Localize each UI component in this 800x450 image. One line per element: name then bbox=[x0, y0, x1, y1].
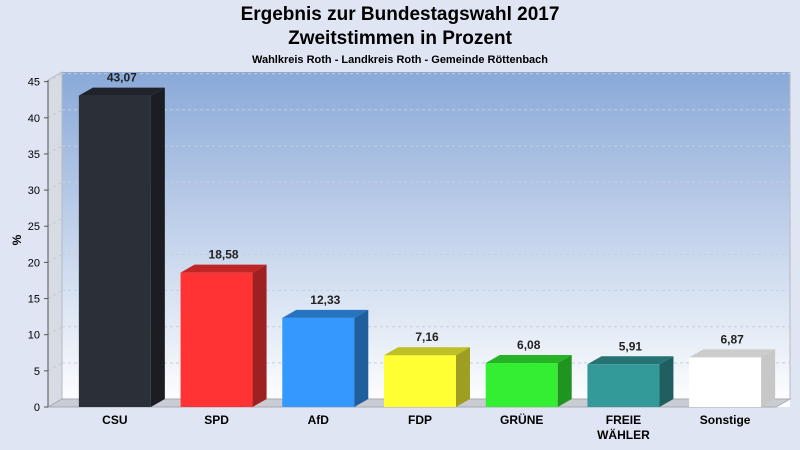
y-tick-label: 20 bbox=[28, 257, 40, 269]
x-tick-label: WÄHLER bbox=[597, 427, 650, 442]
y-tick-label: 40 bbox=[28, 113, 40, 125]
bar-front bbox=[485, 363, 558, 407]
value-label: 12,33 bbox=[310, 293, 340, 307]
x-tick-label: CSU bbox=[102, 413, 127, 427]
grid-line-side bbox=[47, 362, 63, 372]
value-label: 5,91 bbox=[619, 339, 643, 353]
bar bbox=[384, 347, 470, 407]
value-label: 18,58 bbox=[209, 248, 239, 262]
grid-line-side bbox=[47, 290, 63, 299]
grid-line-side bbox=[47, 217, 63, 227]
bar-front bbox=[78, 95, 151, 408]
y-tick-label: 45 bbox=[28, 77, 40, 89]
bar-side bbox=[456, 347, 470, 407]
grid-line-side bbox=[47, 109, 63, 119]
bar-top bbox=[180, 264, 267, 273]
value-label: 43,07 bbox=[107, 71, 137, 85]
bar bbox=[78, 87, 165, 408]
y-tick-label: 0 bbox=[34, 402, 40, 414]
chart-subtitle: Zweitstimmen in Prozent bbox=[288, 28, 512, 49]
bar-front bbox=[587, 364, 660, 407]
y-tick-label: 5 bbox=[34, 366, 40, 378]
grid-line-side bbox=[47, 181, 63, 191]
x-tick-label: GRÜNE bbox=[500, 412, 543, 427]
y-tick-label: 30 bbox=[28, 185, 40, 197]
bar-side bbox=[557, 355, 572, 407]
y-tick-label: 35 bbox=[28, 149, 40, 161]
plot-side-wall bbox=[47, 71, 63, 408]
value-label: 6,87 bbox=[720, 332, 744, 346]
x-tick-label: AfD bbox=[308, 413, 330, 427]
bar-top bbox=[78, 87, 165, 96]
chart-region-subtitle: Wahlkreis Roth - Landkreis Roth - Gemein… bbox=[251, 54, 549, 66]
bar bbox=[282, 309, 369, 407]
bar-front bbox=[282, 317, 355, 407]
value-label: 6,08 bbox=[517, 338, 541, 352]
x-tick-label: FREIE bbox=[606, 413, 641, 427]
x-tick-label: SPD bbox=[204, 413, 229, 427]
bar-side bbox=[252, 264, 267, 407]
bar-front bbox=[384, 355, 456, 407]
bar-top bbox=[485, 355, 572, 364]
bar-side bbox=[659, 356, 674, 407]
bar-front bbox=[180, 272, 253, 407]
x-tick-label: FDP bbox=[408, 413, 432, 427]
grid-line-side bbox=[47, 253, 63, 263]
x-tick-label: Sonstige bbox=[700, 413, 751, 427]
bar bbox=[689, 349, 776, 407]
bar-top bbox=[282, 309, 369, 318]
bar bbox=[180, 264, 267, 407]
y-tick-label: 10 bbox=[28, 330, 40, 342]
bar-top bbox=[587, 356, 674, 365]
chart-title: Ergebnis zur Bundestagswahl 2017 bbox=[240, 4, 560, 25]
y-tick-label: 15 bbox=[28, 294, 40, 306]
bar-top bbox=[689, 349, 776, 358]
y-tick-label: 25 bbox=[28, 221, 40, 233]
bar-top bbox=[384, 347, 470, 356]
bar bbox=[587, 356, 674, 407]
bar-side bbox=[150, 87, 165, 408]
grid-line-side bbox=[47, 326, 63, 336]
value-label: 7,16 bbox=[415, 330, 439, 344]
bar-side bbox=[761, 349, 776, 407]
bar-front bbox=[689, 357, 762, 407]
y-axis-label: % bbox=[10, 234, 24, 245]
bar bbox=[485, 355, 572, 407]
grid-line-side bbox=[47, 73, 63, 83]
bar-side bbox=[354, 309, 369, 407]
grid-line-side bbox=[47, 145, 63, 155]
